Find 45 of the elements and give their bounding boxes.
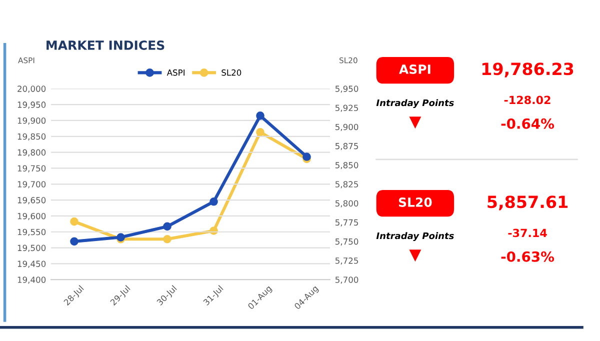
text: -37.14	[508, 228, 547, 238]
y-tick-label: 19,900	[18, 117, 46, 125]
y2-tick-label: 5,925	[336, 104, 358, 112]
y-tick-label: 19,950	[18, 102, 46, 109]
y-tick-label: 19,750	[18, 165, 46, 172]
y2-tick-label: 5,725	[336, 258, 358, 265]
text: Intraday Points	[376, 232, 454, 241]
point	[70, 237, 78, 246]
y-tick-label: 19,400	[18, 276, 46, 284]
y-tick-label: 19,800	[18, 149, 46, 156]
point	[256, 112, 264, 120]
y-tick-label: 20,000	[18, 86, 46, 93]
text: 19,786.23	[482, 62, 574, 78]
text: -128.02	[504, 96, 550, 104]
point	[163, 222, 172, 231]
y-tick-label: 19,450	[18, 260, 46, 268]
point	[210, 197, 218, 206]
point	[70, 217, 78, 226]
y2-tick-label: 5,700	[336, 276, 358, 284]
text: ASPI	[399, 64, 430, 74]
y-tick-label: 19,500	[18, 244, 46, 252]
legend-label: SL20	[222, 69, 242, 76]
text: SL20	[398, 198, 432, 207]
y2-tick-label: 5,850	[336, 162, 358, 170]
y2-tick-label: 5,775	[336, 219, 358, 226]
y2-tick-label: 5,950	[336, 86, 358, 93]
y2-tick-label: 5,900	[336, 124, 358, 131]
y-tick-label: 19,600	[18, 212, 46, 220]
y2-tick-label: 5,875	[336, 142, 358, 150]
y2-tick-label: 5,825	[336, 181, 358, 188]
y2-tick-label: 5,750	[336, 238, 358, 246]
point	[302, 152, 311, 161]
y-tick-label: 19,850	[18, 133, 46, 141]
text: -0.63%	[501, 251, 554, 262]
point	[256, 128, 264, 136]
text: -0.64%	[501, 118, 554, 129]
legend-label: ASPI	[166, 69, 184, 76]
y2-tick-label: 5,800	[336, 200, 358, 208]
chart-title: MARKET INDICES	[46, 40, 164, 50]
y-tick-label: 19,650	[18, 197, 46, 204]
text: Intraday Points	[376, 99, 454, 108]
y-tick-label: 19,550	[18, 228, 46, 236]
text: 5,857.61	[488, 196, 568, 210]
y-tick-label: 19,700	[18, 181, 46, 188]
point	[163, 234, 172, 244]
